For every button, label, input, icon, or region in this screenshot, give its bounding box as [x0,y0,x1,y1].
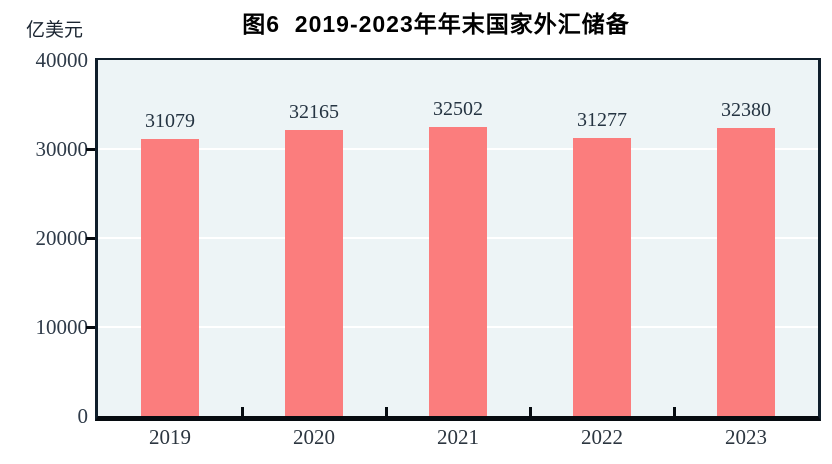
bar-2020 [285,130,343,416]
x-axis-label-2022: 2022 [581,425,623,449]
y-axis-label-10000: 10000 [35,315,89,339]
y-axis-tick-30000 [86,147,95,151]
bar-value-label-2020: 32165 [289,101,339,123]
plot-inner-region: 31079 32165 32502 31277 32380 [98,60,818,416]
bar-2023 [717,128,775,416]
bar-value-label-2022: 31277 [577,109,627,131]
x-axis-tick [240,407,244,416]
x-axis-tick [384,407,388,416]
y-axis-tick-20000 [86,236,95,240]
y-axis-tick-10000 [86,325,95,329]
x-axis-label-2023: 2023 [725,425,767,449]
x-axis-label-2021: 2021 [437,425,479,449]
plot-area: 31079 32165 32502 31277 32380 [95,58,821,421]
bar-2021 [429,127,487,416]
y-axis-label-0: 0 [77,404,89,428]
bar-2019 [141,139,199,416]
bar-value-label-2023: 32380 [721,99,771,121]
y-axis-label-30000: 30000 [35,137,89,161]
y-axis-label-20000: 20000 [35,226,89,250]
x-axis-tick [528,407,532,416]
y-axis-unit-label: 亿美元 [26,20,84,41]
x-axis-tick [672,407,676,416]
y-axis-label-40000: 40000 [35,48,89,72]
chart-title: 图6 2019-2023年年末国家外汇储备 [242,11,630,37]
bar-value-label-2021: 32502 [433,98,483,120]
x-axis-label-2019: 2019 [149,425,191,449]
bar-2022 [573,138,631,416]
bar-value-label-2019: 31079 [145,110,195,132]
x-axis-label-2020: 2020 [293,425,335,449]
